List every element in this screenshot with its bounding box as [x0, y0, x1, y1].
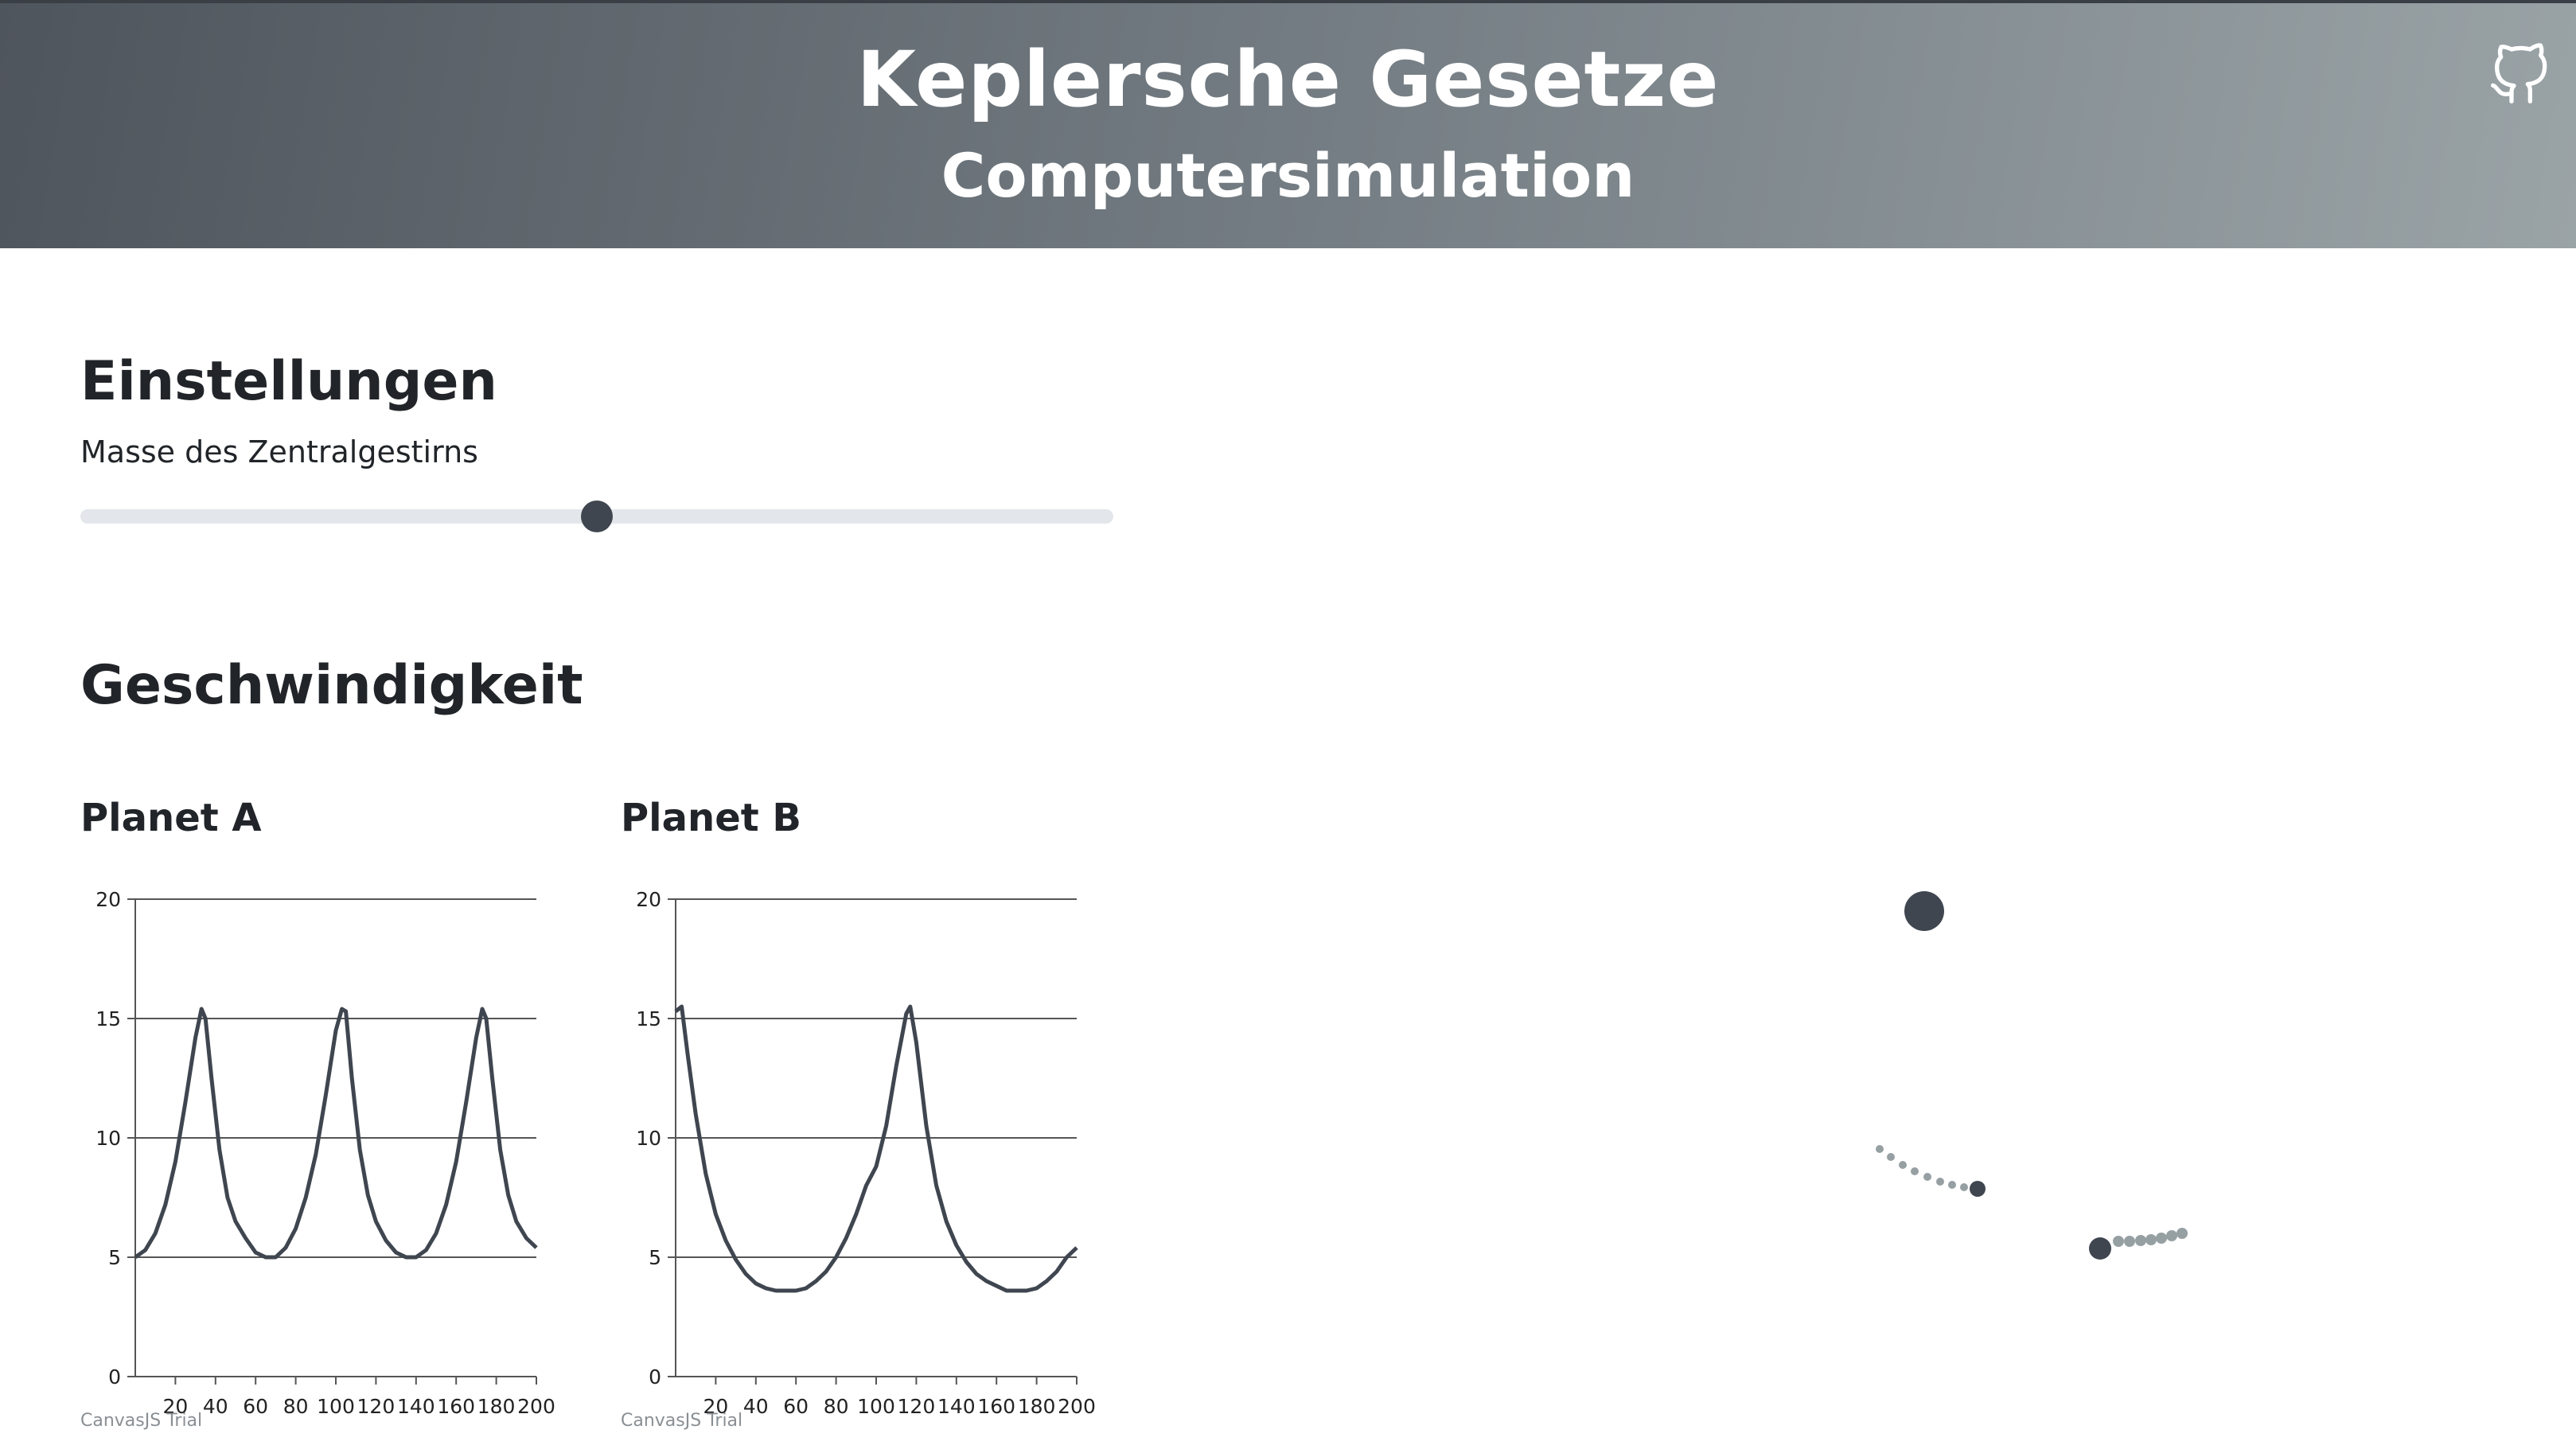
speed-chart-planet-b: 0 5 10 15 20 20 40 60 80 100 120 140 160 180 200 Canvas…	[621, 888, 1096, 1431]
planet-b-trail	[2113, 1228, 2188, 1247]
orbit-simulation	[1876, 891, 2188, 1260]
planet-a-chart-ytick-label: 0	[108, 1365, 121, 1389]
speed-heading: Geschwindigkeit	[80, 654, 583, 717]
planet-b-chart-xtick-label: 120	[898, 1395, 936, 1418]
planet-a-chart-xtick-label: 160	[437, 1395, 475, 1418]
planet-a	[1970, 1181, 1986, 1197]
app-header: Keplersche Gesetze Computersimulation	[0, 0, 2576, 248]
planet-b-chart-xtick-label: 200	[1058, 1395, 1096, 1418]
central-star	[1904, 891, 1944, 931]
planet-b-chart-xtick-label: 180	[1018, 1395, 1056, 1418]
planet-a-chart-xtick-label: 200	[517, 1395, 555, 1418]
planet-a-chart-xtick-label: 140	[397, 1395, 435, 1418]
chart-title-planet-a: Planet A	[80, 796, 262, 840]
planet-b-chart-xtick-label: 160	[977, 1395, 1015, 1418]
planet-a-chart-xtick-label: 180	[477, 1395, 516, 1418]
planet-b-chart-credit: CanvasJS Trial	[621, 1411, 742, 1431]
planet-a-chart-xtick-label: 40	[203, 1395, 228, 1418]
planet-a-chart-ytick-label: 10	[95, 1127, 121, 1150]
planet-b-chart-ytick-label: 20	[636, 888, 661, 911]
planet-b-chart-xtick-label: 20	[703, 1395, 728, 1418]
planet-a-chart-ytick-label: 20	[95, 888, 121, 911]
planet-a-trail	[1876, 1145, 1968, 1191]
speed-chart-planet-a: 0 5 10 15 20 20 40 60 80 100 120 140 160 180 200 Canvas…	[80, 888, 555, 1431]
planet-a-chart-speed-line	[134, 1007, 538, 1260]
planet-b-chart-xtick-label: 40	[743, 1395, 769, 1418]
mass-slider[interactable]	[80, 501, 1113, 532]
planet-a-chart-credit: CanvasJS Trial	[80, 1411, 202, 1431]
planet-b-chart-ytick-label: 10	[636, 1127, 661, 1150]
mass-slider-thumb[interactable]	[581, 501, 613, 532]
mass-slider-label: Masse des Zentralgestirns	[80, 434, 478, 469]
planet-b-chart-xtick-label: 100	[857, 1395, 895, 1418]
planet-a-chart-xtick-label: 100	[317, 1395, 355, 1418]
planet-a-chart-xtick-label: 120	[357, 1395, 396, 1418]
planet-b-chart-xtick-label: 60	[783, 1395, 809, 1418]
planet-b-chart-ytick-label: 0	[649, 1365, 661, 1389]
planet-b-chart-xtick-label: 140	[937, 1395, 976, 1418]
planet-a-chart-xtick-label: 80	[283, 1395, 309, 1418]
planet-b	[2089, 1237, 2111, 1260]
planet-a-chart-ytick-label: 5	[108, 1246, 121, 1269]
planet-a-chart-ytick-label: 15	[95, 1007, 121, 1030]
planet-b-chart-xtick-label: 80	[824, 1395, 849, 1418]
planet-a-chart-xtick-label: 60	[243, 1395, 268, 1418]
chart-title-planet-b: Planet B	[621, 796, 801, 840]
planet-b-chart-ytick-label: 15	[636, 1007, 661, 1030]
page-subtitle: Computersimulation	[941, 140, 1635, 211]
page-title: Keplersche Gesetze	[856, 35, 1720, 124]
planet-b-chart-speed-line	[674, 1004, 1078, 1293]
planet-a-chart-xtick-label: 20	[162, 1395, 188, 1418]
github-icon[interactable]	[2488, 43, 2551, 107]
settings-heading: Einstellungen	[80, 350, 497, 413]
planet-b-chart-ytick-label: 5	[649, 1246, 661, 1269]
